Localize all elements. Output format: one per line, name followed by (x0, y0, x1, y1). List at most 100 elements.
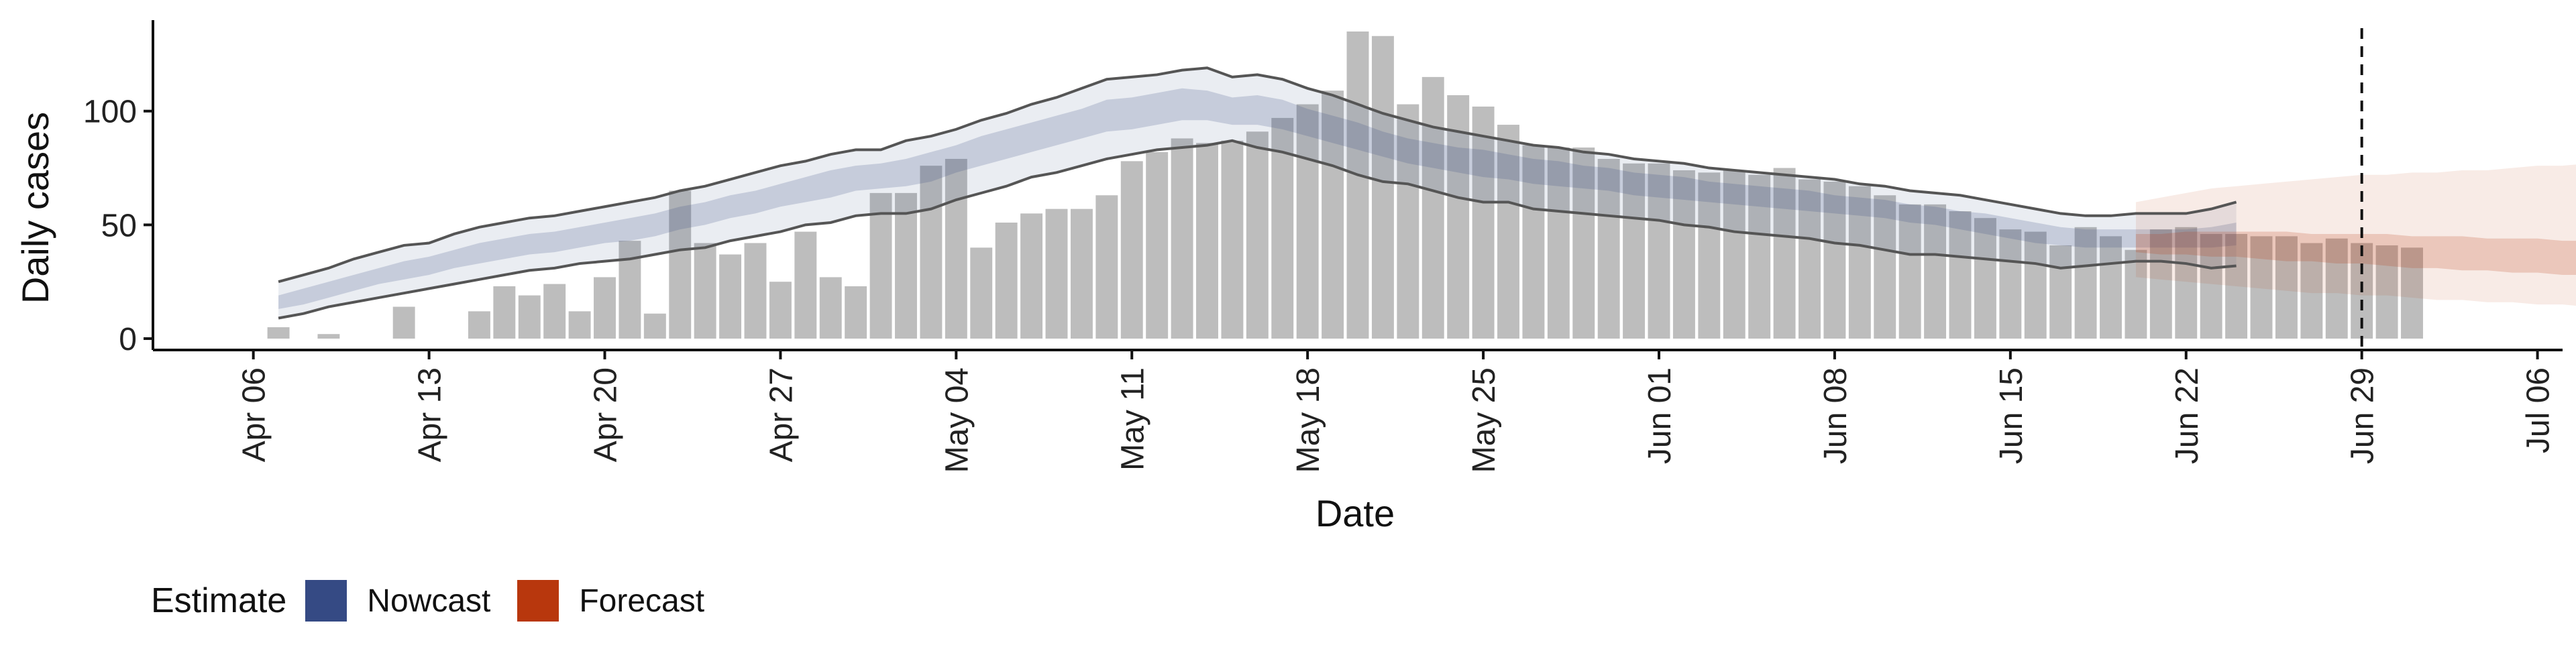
bar (1095, 195, 1118, 339)
bar (970, 247, 993, 339)
nowcast-lower-line (278, 139, 2237, 320)
bar (1472, 106, 1495, 339)
bar (1171, 138, 1193, 339)
bar (1246, 131, 1269, 339)
bar (1196, 143, 1218, 339)
bar (995, 222, 1018, 339)
bar (1773, 168, 1796, 339)
bar (1623, 163, 1646, 339)
bar (1848, 186, 1871, 339)
bar (1898, 204, 1921, 339)
outline-layer (278, 66, 2237, 320)
bar (895, 192, 917, 339)
bar (1648, 163, 1670, 339)
y-tick-label: 0 (119, 322, 137, 357)
bar (493, 286, 516, 339)
nowcast-outer-band (278, 68, 2237, 318)
x-tick-label: Jun 15 (1994, 367, 2029, 464)
x-tick-label: Jun 08 (1818, 367, 1854, 464)
bar (694, 243, 716, 339)
x-ticks-layer: Apr 06 Apr 13 Apr 20 Apr 27 May 04 May 11 May … (237, 350, 2557, 473)
bar (1949, 211, 1972, 339)
bands-layer (278, 68, 2576, 318)
bar (518, 295, 541, 339)
x-tick-label: May 11 (1115, 367, 1150, 471)
bar (317, 334, 340, 339)
bar (1698, 172, 1721, 339)
x-tick-label: Apr 13 (413, 367, 448, 462)
bar (1221, 140, 1244, 339)
x-tick-label: Jun 22 (2169, 367, 2205, 464)
bar (1799, 179, 1821, 339)
legend-key-nowcast (305, 580, 347, 622)
bar (945, 158, 967, 339)
bar (2300, 243, 2323, 339)
bar (2401, 247, 2423, 339)
x-axis-title: Date (1316, 492, 1395, 534)
bar (2200, 233, 2222, 339)
bar (1371, 36, 1394, 339)
bar (2175, 227, 2198, 339)
bar (1672, 170, 1695, 339)
bar (669, 190, 692, 339)
bar (1070, 209, 1093, 339)
x-tick-label: Jul 06 (2521, 367, 2557, 453)
bar (568, 311, 591, 339)
bar (1120, 161, 1143, 339)
bar (719, 254, 742, 339)
bar (2225, 233, 2248, 339)
y-tick-label: 50 (101, 208, 137, 243)
bar (1974, 218, 1996, 339)
bar (1723, 170, 1746, 339)
bar (1547, 148, 1570, 339)
bar (2149, 229, 2172, 339)
bar (819, 277, 842, 339)
bar (1397, 104, 1419, 339)
bar (2125, 249, 2147, 339)
legend-key-forecast (517, 580, 559, 622)
bar (2250, 236, 2273, 339)
bar (1999, 229, 2022, 339)
bar (1572, 148, 1595, 339)
bar (2049, 245, 2072, 339)
bar (1874, 195, 1896, 339)
bar (543, 284, 566, 339)
bar (2325, 238, 2348, 339)
x-tick-label: Apr 27 (763, 367, 799, 462)
bar (1421, 76, 1444, 339)
x-tick-label: May 25 (1466, 367, 1502, 473)
bar (869, 192, 892, 339)
bar (1748, 174, 1771, 339)
y-tick-label: 100 (83, 95, 137, 130)
bar (1497, 125, 1519, 339)
legend: Estimate Nowcast Forecast (151, 577, 731, 625)
legend-title: Estimate (151, 581, 287, 620)
bar (1823, 181, 1846, 339)
bar (1597, 158, 1620, 339)
bar (769, 282, 792, 339)
bar (392, 306, 415, 339)
bar (2275, 236, 2298, 339)
forecast-outer-band (2135, 164, 2576, 306)
bar (845, 286, 867, 339)
x-tick-label: Jun 29 (2345, 367, 2381, 464)
bar (1924, 204, 1947, 339)
axes-layer (152, 20, 2563, 351)
bar (920, 166, 943, 339)
nowcast-upper-line (278, 66, 2237, 284)
bar (794, 231, 817, 339)
bars-layer (267, 31, 2423, 339)
x-tick-label: Apr 20 (588, 367, 624, 462)
y-axis-title: Daily cases (14, 112, 56, 304)
forecast-inner-band (2135, 231, 2576, 276)
x-tick-label: Apr 06 (237, 367, 272, 462)
bar (643, 313, 666, 339)
bar (1045, 209, 1068, 339)
bar (2100, 236, 2122, 339)
bar (1296, 104, 1319, 339)
x-tick-label: May 04 (939, 367, 975, 473)
bar (2024, 231, 2047, 339)
legend-label-nowcast: Nowcast (367, 583, 491, 619)
